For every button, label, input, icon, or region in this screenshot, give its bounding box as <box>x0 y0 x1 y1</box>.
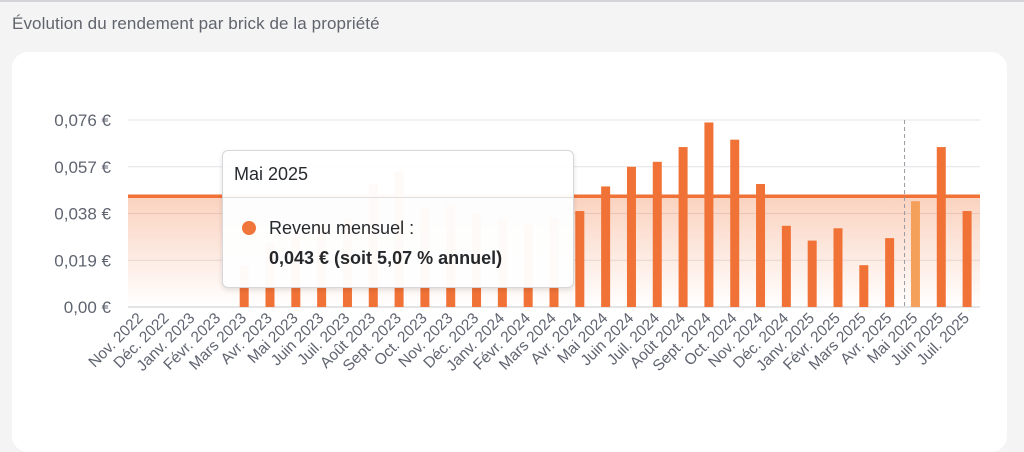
tooltip-title: Mai 2025 <box>234 164 309 184</box>
bar <box>730 139 740 307</box>
bar <box>833 228 843 307</box>
tooltip-series-label: Revenu mensuel : <box>269 218 415 238</box>
top-divider <box>0 0 1024 2</box>
legend-dot-icon <box>242 221 256 235</box>
bar <box>601 186 611 307</box>
y-tick-label: 0,038 € <box>54 205 111 224</box>
bar <box>704 122 714 307</box>
tooltip-value: 0,043 € (soit 5,07 % annuel) <box>269 248 503 268</box>
bar <box>962 211 972 307</box>
bar <box>910 201 920 307</box>
bar <box>807 240 817 307</box>
bar <box>575 211 585 307</box>
bar <box>678 147 688 307</box>
y-tick-label: 0,057 € <box>54 158 111 177</box>
bar <box>859 265 869 307</box>
section-title: Évolution du rendement par brick de la p… <box>12 14 380 33</box>
y-tick-label: 0,019 € <box>54 251 111 270</box>
y-tick-label: 0,00 € <box>64 298 112 317</box>
bar <box>885 238 895 307</box>
bar <box>936 147 946 307</box>
bar <box>626 166 636 307</box>
bar <box>756 183 766 307</box>
bar <box>781 225 791 307</box>
tooltip-divider <box>223 197 573 198</box>
y-tick-label: 0,076 € <box>54 111 111 130</box>
bar <box>652 161 662 307</box>
chart-tooltip: Mai 2025 Revenu mensuel : 0,043 € (soit … <box>222 150 574 288</box>
